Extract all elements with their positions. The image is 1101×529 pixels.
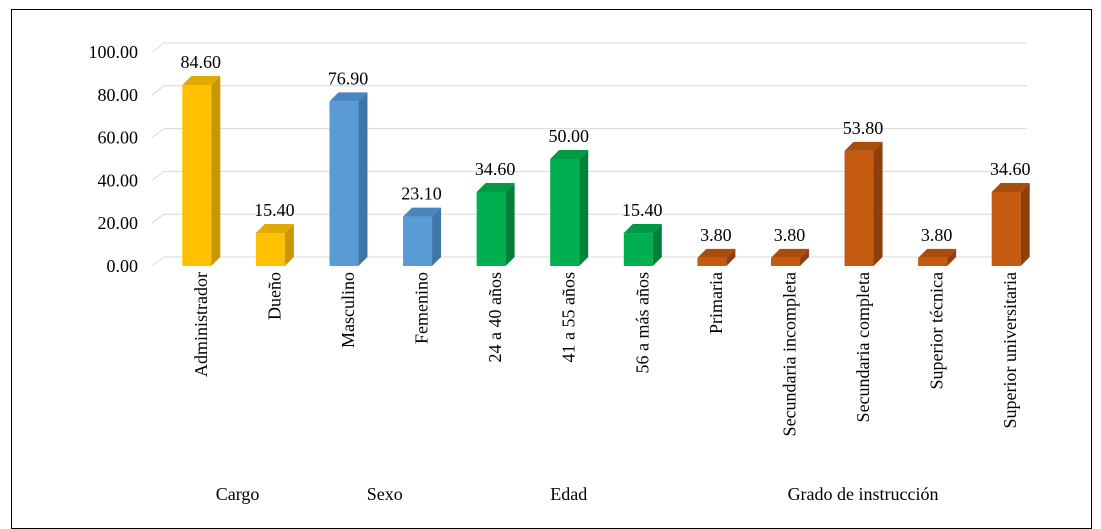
bar-front	[991, 191, 1021, 266]
bar-front	[255, 233, 285, 266]
gridline-diagonal	[151, 42, 165, 53]
bar-top	[770, 248, 809, 258]
bars	[182, 75, 1030, 267]
bar-24-a-40-años	[476, 182, 515, 266]
bar-administrador	[182, 75, 221, 267]
value-label: 15.40	[622, 200, 663, 220]
value-label: 34.60	[475, 159, 516, 179]
value-label: 34.60	[990, 159, 1031, 179]
bar-front	[403, 216, 433, 266]
y-tick-label: 40.00	[98, 170, 139, 190]
y-tick-label: 0.00	[107, 256, 139, 276]
group-label: Sexo	[367, 484, 403, 504]
bar-top	[991, 182, 1030, 192]
x-axis-category-labels: Administrador Dueño Masculino Femenino 24 a …	[191, 272, 1020, 436]
bar-top	[182, 75, 221, 85]
bar-front	[697, 257, 727, 266]
bar-femenino	[403, 207, 442, 266]
bar-top	[476, 182, 515, 192]
bar-front	[770, 257, 800, 266]
category-label: 56 a más años	[632, 272, 652, 373]
gridlines	[151, 42, 1027, 267]
gridline-diagonal	[151, 170, 165, 181]
bar-front	[550, 159, 580, 266]
category-label: Secundaria completa	[853, 272, 873, 422]
value-label: 3.80	[921, 225, 953, 245]
category-label: 41 a 55 años	[559, 272, 579, 362]
bar-side	[579, 150, 589, 266]
value-labels: 84.60 15.40 76.90 23.10 34.60 50.00 15.40 3.80 3…	[181, 52, 1031, 245]
bar-side	[358, 92, 368, 267]
value-label: 3.80	[700, 225, 732, 245]
value-label: 3.80	[774, 225, 806, 245]
bar-dueño	[255, 224, 294, 266]
bar-primaria	[697, 248, 736, 266]
bar-side	[652, 224, 662, 266]
value-label: 76.90	[328, 68, 369, 88]
bar-top	[623, 224, 662, 234]
category-label: Dueño	[264, 272, 284, 320]
bar-56-a-más-años	[623, 224, 662, 266]
bar-secundaria-completa	[844, 141, 883, 266]
bar-side	[1020, 182, 1030, 266]
bar-superior-técnica	[918, 248, 957, 266]
bar-top	[697, 248, 736, 258]
gridline-diagonal	[151, 213, 165, 224]
bar-front	[623, 233, 653, 266]
bar-side	[726, 248, 736, 266]
bar-front	[918, 257, 948, 266]
value-label: 50.00	[548, 126, 589, 146]
bar-masculino	[329, 92, 368, 267]
value-label: 15.40	[254, 200, 295, 220]
bar-top	[918, 248, 957, 258]
category-label: Superior técnica	[927, 272, 947, 389]
chart-frame: 0.00 20.00 40.00 60.00 80.00 100.00 84.60 15.4…	[11, 9, 1092, 529]
bar-front	[844, 150, 874, 266]
bar-41-a-55-años	[550, 150, 589, 266]
category-label: Primaria	[706, 272, 726, 334]
x-axis-group-labels: Cargo Sexo Edad Grado de instrucción	[216, 484, 939, 504]
bar-side	[432, 207, 442, 266]
bar-side	[947, 248, 957, 266]
category-label: Superior universitaria	[1000, 272, 1020, 428]
bar-front	[329, 101, 359, 267]
category-label: 24 a 40 años	[485, 272, 505, 362]
y-tick-label: 60.00	[98, 128, 139, 148]
bar-front	[182, 84, 212, 267]
bar-secundaria-incompleta	[770, 248, 809, 266]
bar-front	[476, 191, 506, 266]
y-tick-label: 80.00	[98, 85, 139, 105]
bar-top	[255, 224, 294, 234]
gridline-diagonal	[151, 128, 165, 138]
category-label: Femenino	[412, 272, 432, 344]
category-label: Administrador	[191, 272, 211, 377]
value-label: 53.80	[843, 118, 884, 138]
group-label: Edad	[550, 484, 587, 504]
bar-top	[550, 150, 589, 159]
group-label: Cargo	[216, 484, 260, 504]
category-label: Secundaria incompleta	[779, 272, 799, 436]
y-tick-label: 100.00	[89, 42, 139, 62]
category-label: Masculino	[338, 272, 358, 348]
gridline-diagonal	[151, 256, 165, 267]
bar-top	[403, 207, 442, 217]
bar-top	[329, 92, 368, 102]
value-label: 23.10	[401, 184, 442, 204]
bar-side	[505, 182, 515, 266]
y-axis-tick-labels: 0.00 20.00 40.00 60.00 80.00 100.00	[89, 42, 139, 276]
bar-superior-universitaria	[991, 182, 1030, 266]
gridline-diagonal	[151, 85, 165, 96]
group-label: Grado de instrucción	[788, 484, 939, 504]
bar-side	[211, 75, 221, 267]
bar-chart: 0.00 20.00 40.00 60.00 80.00 100.00 84.60 15.4…	[89, 42, 1031, 504]
bar-side	[873, 141, 883, 266]
bar-side	[284, 224, 294, 266]
y-tick-label: 20.00	[98, 213, 139, 233]
bar-side	[799, 248, 809, 266]
bar-top	[844, 141, 883, 151]
value-label: 84.60	[181, 52, 222, 72]
